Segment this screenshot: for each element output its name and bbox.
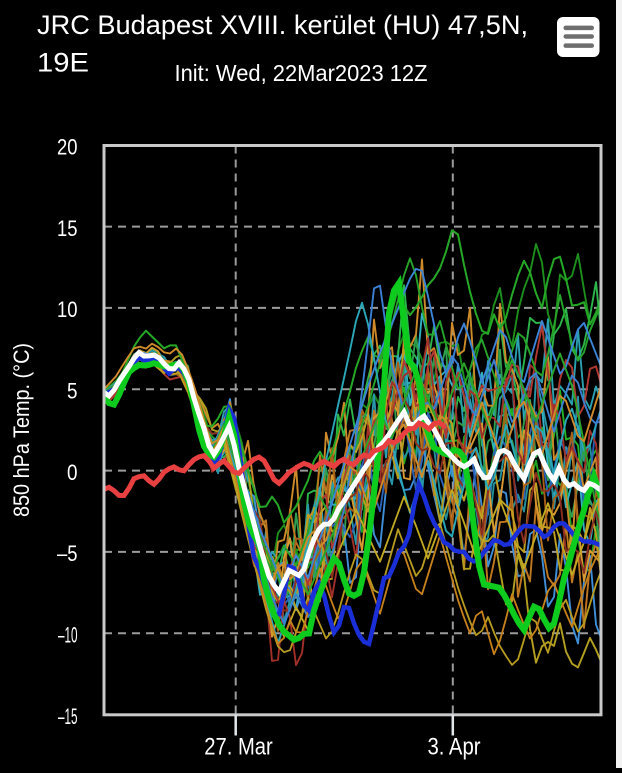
svg-text:JRC Budapest XVIII. kerület (H: JRC Budapest XVIII. kerület (HU) 47,5N, (37, 10, 528, 40)
svg-text:3. Apr: 3. Apr (428, 734, 481, 761)
svg-text:20: 20 (57, 135, 78, 160)
svg-text:–5: –5 (57, 541, 78, 566)
svg-text:27. Mar: 27. Mar (204, 734, 273, 761)
svg-text:15: 15 (57, 216, 78, 241)
svg-text:19E: 19E (37, 48, 89, 78)
svg-text:Init: Wed, 22Mar2023 12Z: Init: Wed, 22Mar2023 12Z (175, 60, 428, 86)
svg-text:5: 5 (67, 379, 78, 404)
svg-text:–15: –15 (58, 704, 78, 729)
svg-text:0: 0 (67, 460, 78, 485)
svg-text:–10: –10 (58, 623, 78, 648)
svg-text:850 hPa Temp. (°C): 850 hPa Temp. (°C) (9, 343, 34, 517)
svg-text:10: 10 (57, 297, 78, 322)
